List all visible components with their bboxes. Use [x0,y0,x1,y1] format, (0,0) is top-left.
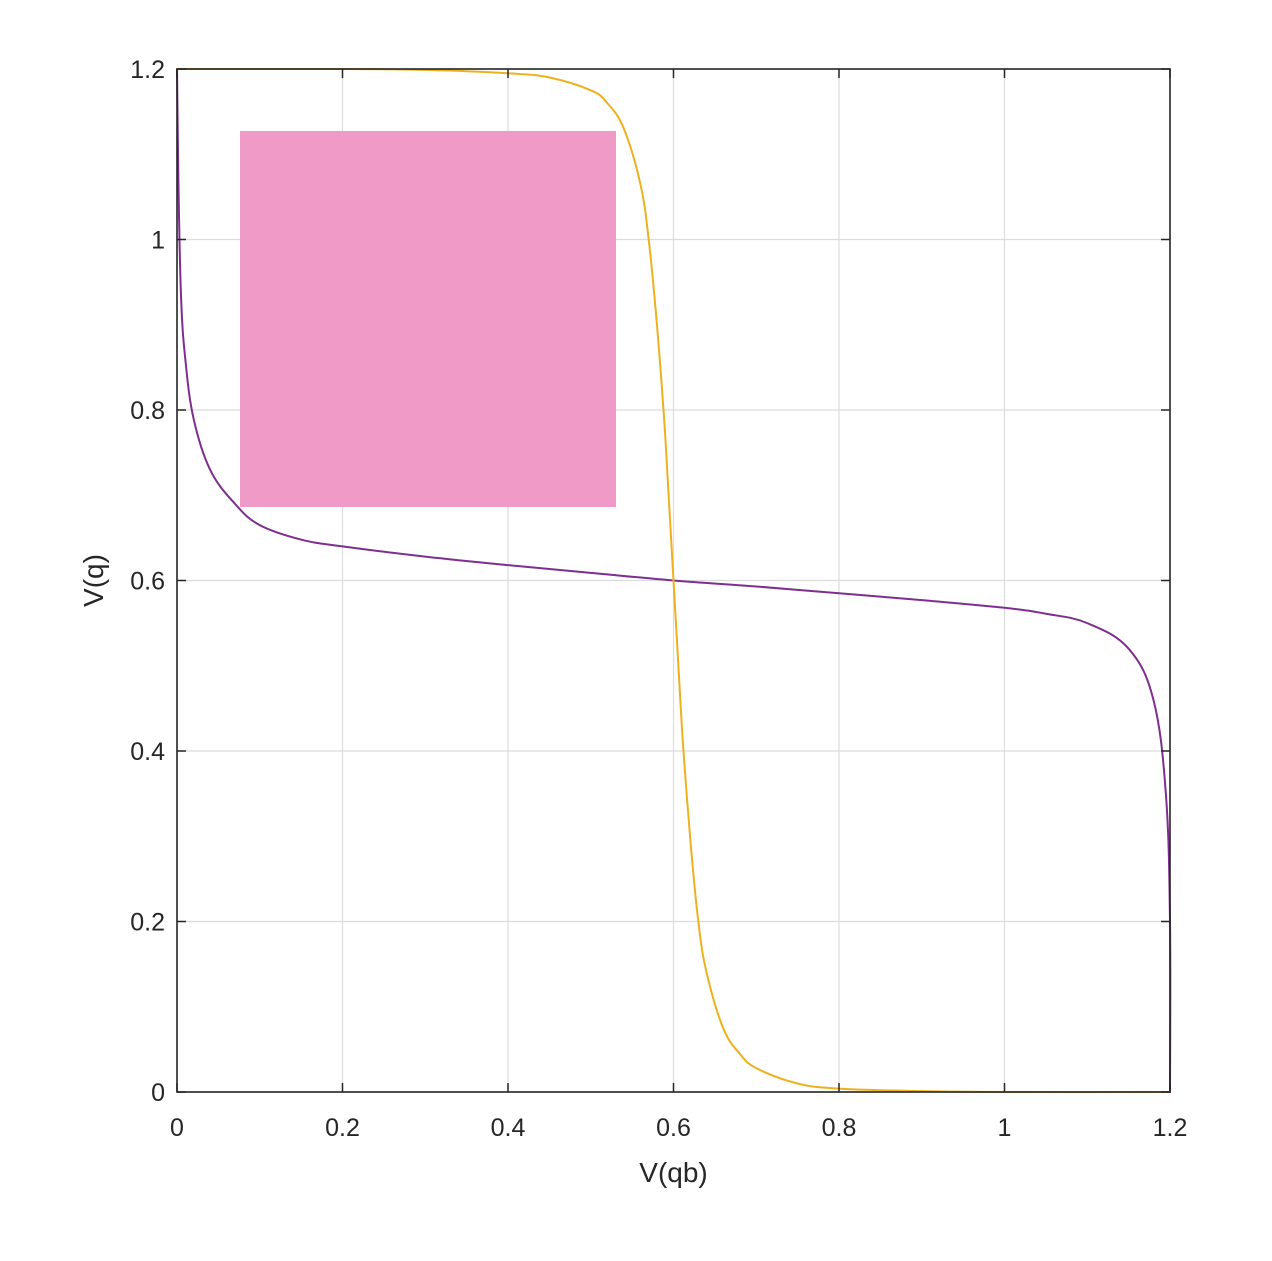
redaction-box [240,131,616,507]
x-tick-label: 1 [998,1114,1012,1142]
x-axis-label: V(qb) [639,1157,707,1188]
y-tick-label: 0.6 [130,568,165,596]
series-line-1 [176,68,1172,1093]
y-tick-label: 0 [151,1079,165,1107]
x-tick-label: 1.2 [1153,1114,1188,1142]
y-tick-label: 1 [151,227,165,255]
y-tick-label: 0.4 [130,738,165,766]
x-tick-label: 0.4 [491,1114,526,1142]
x-tick-label: 0 [170,1114,184,1142]
x-tick-label: 0.2 [325,1114,360,1142]
x-tick-label: 0.8 [822,1114,857,1142]
y-axis-label: V(q) [78,554,109,607]
y-tick-label: 1.2 [130,56,165,84]
y-tick-label: 0.2 [130,909,165,937]
x-tick-label: 0.6 [656,1114,691,1142]
tick-layer: 0 0.2 0.4 0.6 0.8 1 1.2 0 0.2 0.4 0.6 0.8 1 1.2 [130,56,1187,1142]
y-tick-label: 0.8 [130,397,165,425]
